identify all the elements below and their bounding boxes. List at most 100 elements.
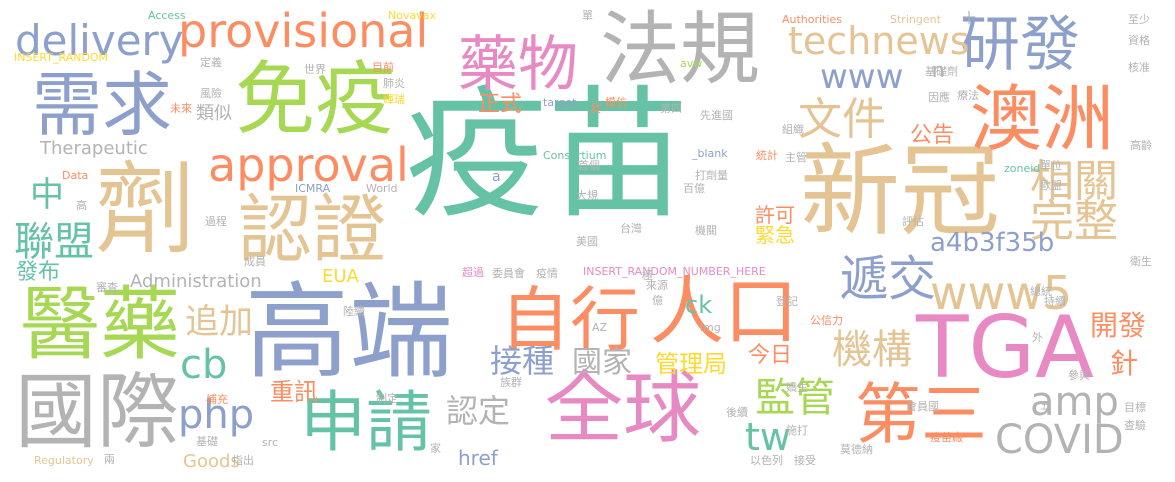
word-daji: 打劑量 <box>695 169 728 182</box>
word-yiselie: 以色列 <box>750 454 783 467</box>
word-laiyuan: 來源 <box>646 279 668 292</box>
word-cb: cb <box>180 342 228 388</box>
word-guoji: 國際 <box>15 365 180 460</box>
word-zixing: 自行 <box>500 279 640 361</box>
word-chayan: 查驗 <box>1124 419 1146 432</box>
word-guanliju: 管理局 <box>655 350 727 378</box>
word-modena: 莫德納 <box>840 443 873 456</box>
word-zhong: 中 <box>30 175 64 215</box>
word-jiezhong: 接種 <box>490 342 555 380</box>
word-feiyan: 肺炎 <box>383 77 405 90</box>
word-dagui: 大規 <box>576 189 598 202</box>
word-approval: approval <box>208 138 409 192</box>
word-renkou: 人口 <box>650 269 798 355</box>
word-guojia: 國家 <box>572 345 632 380</box>
word-xuqiu: 需求 <box>32 64 172 146</box>
word-novavax: Novavax <box>388 9 436 22</box>
word-jianguan: 監管 <box>755 375 835 421</box>
word-wanzheng: 完整 <box>1030 196 1118 247</box>
word-zhuguan: 主管 <box>785 151 807 164</box>
word-a4b: a4b3f35b <box>930 228 1055 258</box>
word-gaoling: 高齡 <box>1130 139 1152 152</box>
word-kaifa: 開發 <box>1090 309 1147 342</box>
word-guocheng: 過程 <box>205 215 227 228</box>
word-php: php <box>178 392 255 438</box>
word-mofang: 模仿 <box>605 96 627 109</box>
word-technews: technews <box>788 19 970 63</box>
word-xiangguan: 相關 <box>1030 156 1118 207</box>
word-jia: 家 <box>430 442 441 455</box>
word-data: Data <box>62 169 89 182</box>
word-zhen: 針 <box>1110 347 1139 380</box>
word-muqian: 目前 <box>372 61 394 74</box>
word-oumeng: 歐盟 <box>1040 179 1062 192</box>
word-img: img <box>700 321 721 334</box>
word-access: Access <box>148 9 186 22</box>
word-yimiaochang: 疫苗廠 <box>930 431 963 444</box>
word-shencha: 審查 <box>96 281 118 294</box>
word-aozhou: 澳洲 <box>970 77 1115 161</box>
word-ck: ck <box>685 291 713 319</box>
word-authorities: Authorities <box>782 13 842 26</box>
word-jinji: 緊急 <box>755 223 795 247</box>
word-href: href <box>458 446 498 470</box>
word-provisional: provisional <box>178 4 429 58</box>
word-delivery: delivery <box>15 16 184 65</box>
word-jujie: 具 <box>590 102 601 115</box>
word-dan: 單 <box>582 9 593 22</box>
word-az: AZ <box>592 321 608 334</box>
word-zhongxun: 重訊 <box>270 378 318 406</box>
word-www5: www5 <box>930 266 1073 320</box>
word-pinggu: 評估 <box>902 215 924 228</box>
word-liaofa: 療法 <box>957 89 979 102</box>
word-wu: 五 <box>1040 399 1051 412</box>
word-fagui: 法規 <box>600 3 760 96</box>
word-administration: Administration <box>130 271 262 292</box>
word-zongji: 總統 <box>1030 285 1052 298</box>
word-zhiding: 制定 <box>376 392 398 405</box>
word-weilai: 未來 <box>170 102 192 115</box>
word-insert-random-full: INSERT_RANDOM_NUMBER_HERE <box>583 265 766 278</box>
word-icmra: ICMRA <box>295 182 331 195</box>
word-shenqing: 申請 <box>300 384 432 461</box>
word-amp: amp <box>1030 379 1119 425</box>
word-disi: 第四 <box>660 102 682 115</box>
word-therapeutic: Therapeutic <box>40 138 148 159</box>
word-renzheng: 認證 <box>238 187 386 273</box>
word-huirui: 輝瑞 <box>383 93 405 106</box>
word-houxu: 後續 <box>726 406 748 419</box>
word-weisheng: 衛生 <box>1130 255 1152 268</box>
word-chengyuan: 成員 <box>244 255 266 268</box>
word-yimiao: 疫苗 <box>405 73 689 238</box>
word-stringent: Stringent <box>890 13 941 26</box>
word-target: target <box>543 96 577 109</box>
word-weiyuanhui: 委員會 <box>492 267 525 280</box>
word-fengxian: 風險 <box>200 87 222 100</box>
word-shijie: 世界 <box>304 63 326 76</box>
word-rending: 認定 <box>446 392 511 430</box>
word-shi: 十 <box>962 11 976 27</box>
word-yanfa: 研發 <box>960 10 1080 80</box>
word-danwei: 單位 <box>1040 159 1062 172</box>
word-zhishao: 至少 <box>1128 13 1150 26</box>
word-xuke: 許可 <box>755 203 795 227</box>
word-yiyao: 醫藥 <box>20 278 180 371</box>
word-zishi: 資格 <box>1128 34 1150 47</box>
word-gonggao: 公告 <box>910 123 955 148</box>
word-avw: avw <box>680 57 703 70</box>
word-goods: Goods <box>183 451 240 472</box>
word-covid: COVID <box>995 417 1124 463</box>
word-dingyi: 定義 <box>200 56 222 69</box>
word-world: World <box>366 182 398 195</box>
word-gaoduan: 高端 <box>245 271 454 393</box>
word-disan: 第三 <box>855 376 987 453</box>
word-insert-random: INSERT_RANDOM <box>14 51 109 64</box>
word-zhuijia: 追加 <box>185 302 253 342</box>
word-n: n <box>932 58 945 82</box>
word-yiqing: 疫情 <box>536 267 558 280</box>
word-baiyi: 百億 <box>683 182 705 195</box>
word-zuzhi: 組織 <box>782 123 804 136</box>
word-fabu: 發布 <box>16 260 61 285</box>
word-zhexiao: 遞交 <box>840 251 937 307</box>
